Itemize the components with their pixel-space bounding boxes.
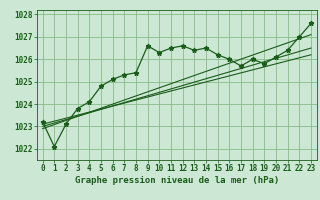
- X-axis label: Graphe pression niveau de la mer (hPa): Graphe pression niveau de la mer (hPa): [75, 176, 279, 185]
